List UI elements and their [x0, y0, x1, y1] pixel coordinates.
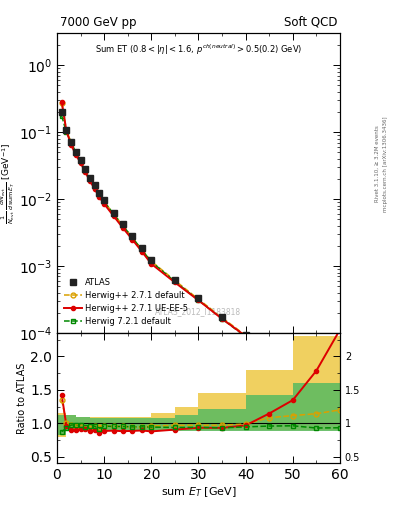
Y-axis label: $\frac{1}{N_\mathrm{evt}}\,\frac{dN_\mathrm{evt}}{d\,\mathrm{sum}\,E_T}$ [GeV$^{: $\frac{1}{N_\mathrm{evt}}\,\frac{dN_\mat… — [0, 142, 17, 224]
Text: Rivet 3.1.10, ≥ 3.2M events: Rivet 3.1.10, ≥ 3.2M events — [375, 125, 380, 202]
Text: Soft QCD: Soft QCD — [284, 16, 337, 29]
X-axis label: sum $E_T$ [GeV]: sum $E_T$ [GeV] — [161, 485, 236, 499]
Y-axis label: Ratio to ATLAS: Ratio to ATLAS — [17, 362, 28, 434]
Text: Sum ET ($0.8 < |\eta| < 1.6,\, p^{ch(neutral)} > 0.5(0.2)$ GeV): Sum ET ($0.8 < |\eta| < 1.6,\, p^{ch(neu… — [95, 42, 302, 57]
Text: ATLAS_2012_I1183818: ATLAS_2012_I1183818 — [155, 308, 242, 316]
Text: mcplots.cern.ch [arXiv:1306.3436]: mcplots.cern.ch [arXiv:1306.3436] — [384, 116, 388, 211]
Text: 7000 GeV pp: 7000 GeV pp — [60, 16, 136, 29]
Legend: ATLAS, Herwig++ 2.7.1 default, Herwig++ 2.7.1 UE-EE-5, Herwig 7.2.1 default: ATLAS, Herwig++ 2.7.1 default, Herwig++ … — [61, 275, 191, 329]
